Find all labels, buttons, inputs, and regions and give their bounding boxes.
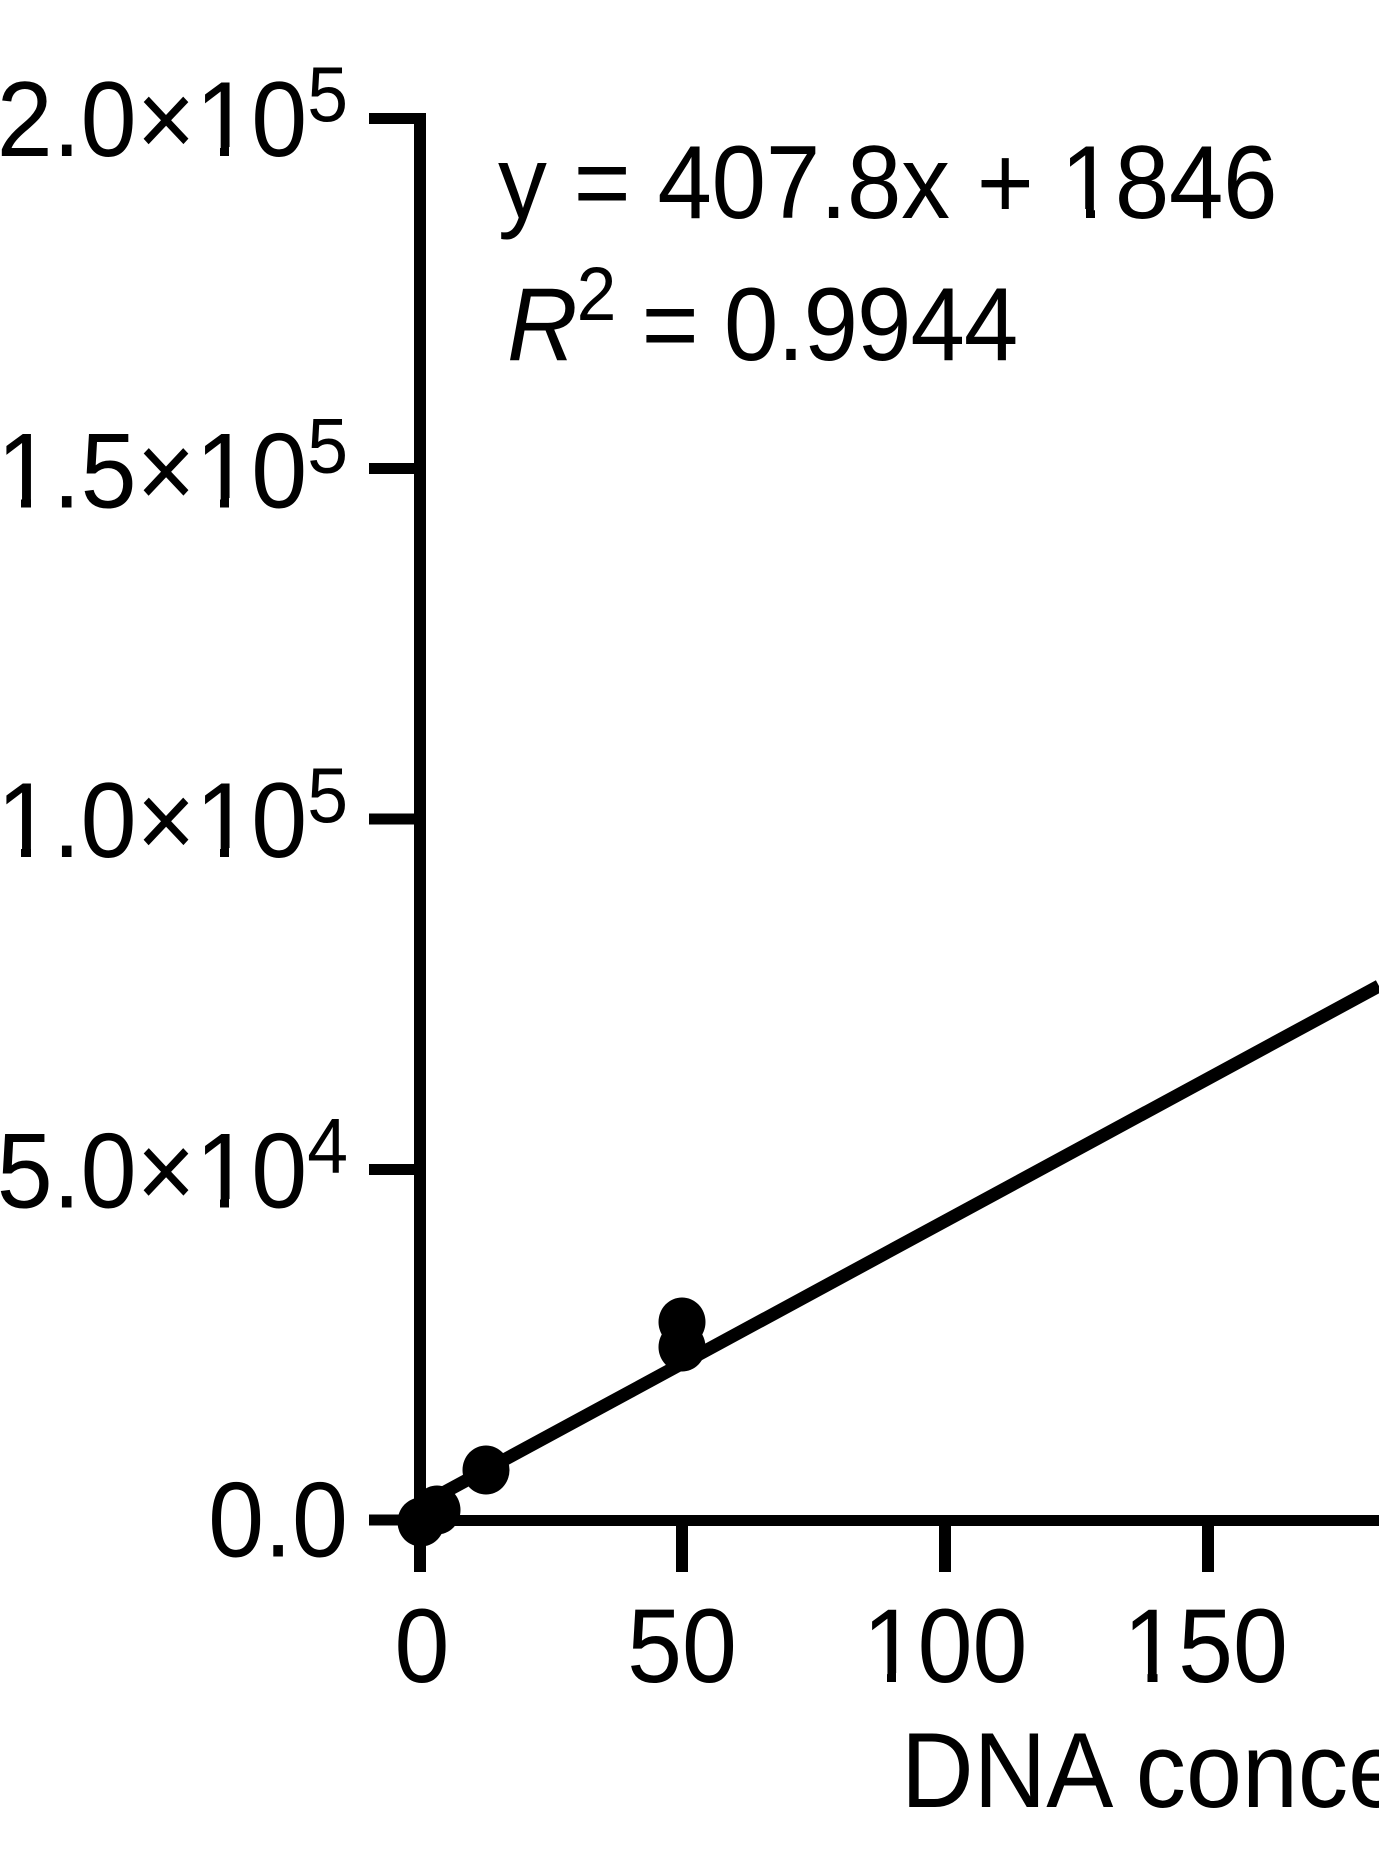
- svg-text:DNA concentration (ng/mL): DNA concentration (ng/mL): [901, 1711, 1379, 1831]
- svg-text:100: 100: [863, 1587, 1028, 1704]
- svg-text:y = 407.8x + 1846: y = 407.8x + 1846: [498, 125, 1277, 240]
- svg-text:1.5×105: 1.5×105: [0, 402, 348, 531]
- svg-text:R2 = 0.9944: R2 = 0.9944: [507, 251, 1017, 383]
- svg-text:150: 150: [1123, 1587, 1288, 1704]
- svg-text:2.0×105: 2.0×105: [0, 51, 348, 180]
- svg-text:0.0: 0.0: [208, 1461, 348, 1581]
- svg-text:5.0×104: 5.0×104: [0, 1102, 348, 1231]
- svg-text:1.0×105: 1.0×105: [0, 752, 348, 881]
- svg-text:50: 50: [627, 1587, 737, 1704]
- svg-text:0: 0: [395, 1587, 450, 1704]
